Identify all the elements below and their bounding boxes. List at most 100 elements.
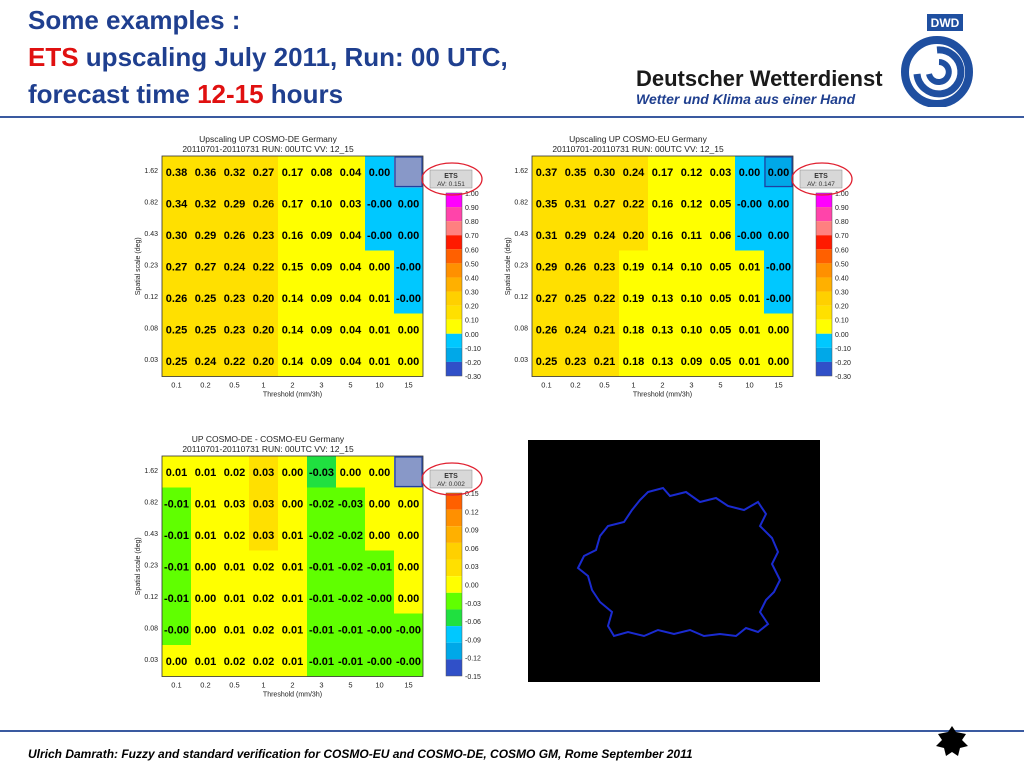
chart-1-value-label: 0.00 [768,230,789,242]
chart-2-cell [394,582,423,614]
chart-0-cell [191,313,220,345]
chart-1-value-label: 0.16 [652,198,673,210]
chart-1-value-label: 0.01 [739,324,760,336]
chart-1-cell [677,187,706,219]
chart-1-value-label: 0.29 [536,261,557,273]
chart-0-cell [191,345,220,377]
chart-2-value-label: 0.00 [369,498,390,510]
chart-0-x-tick: 0.5 [229,381,239,390]
chart-1-cell [648,187,677,219]
chart-2-value-label: 0.02 [224,656,245,668]
chart-0-cell [394,156,423,188]
chart-1-x-tick: 10 [745,381,753,390]
chart-0-cell [220,345,249,377]
chart-1-cell [764,187,793,219]
chart-2-colorbar-swatch [446,576,462,593]
chart-0-value-label: 0.27 [195,261,216,273]
chart-2-cell [278,645,307,677]
chart-2-cell [278,582,307,614]
chart-2-cell [249,645,278,677]
chart-1-cell [619,219,648,251]
chart-2-value-label: 0.00 [398,530,419,542]
chart-2-value-label: 0.03 [253,498,274,510]
chart-1-cell [561,282,590,314]
chart-0-cell [249,219,278,251]
chart-1-colorbar-swatch [816,235,832,250]
dwd-slogan: Wetter und Klima aus einer Hand [636,91,856,107]
chart-1-colorbar-tick: 0.00 [835,332,849,339]
chart-0-cell [249,313,278,345]
chart-1-cell [561,219,590,251]
chart-2-colorbar-tick: 0.00 [465,583,479,590]
chart-2-colorbar-tick: -0.09 [465,637,481,644]
chart-2-value-label: -0.01 [309,593,334,605]
chart-2-value-label: 0.00 [195,561,216,573]
chart-1-cell [735,250,764,282]
chart-0-cell [162,156,191,188]
chart-0-colorbar-tick: 0.40 [465,275,479,282]
chart-0-value-label: 0.25 [166,324,187,336]
chart-2-y-tick: 0.03 [144,657,158,664]
chart-2-value-label: -0.02 [309,498,334,510]
chart-1-highlight-box [764,156,793,188]
chart-1-value-label: 0.05 [710,261,731,273]
chart-2-cell [336,519,365,551]
chart-2-colorbar-tick: -0.12 [465,656,481,663]
chart-1-y-tick: 0.03 [514,357,528,364]
chart-1-value-label: 0.37 [536,167,557,179]
chart-1-value-label: 0.27 [594,198,615,210]
chart-0-cell [394,187,423,219]
chart-0-ets-value: AV: 0.151 [437,181,465,188]
chart-1-cell [764,282,793,314]
chart-1-x-tick: 5 [718,381,722,390]
chart-0-value-label: -0.00 [396,261,421,273]
chart-2-value-label: 0.01 [195,656,216,668]
chart-0-colorbar-tick: 0.60 [465,247,479,254]
chart-0-colorbar-tick: 0.20 [465,304,479,311]
chart-0-cell [336,250,365,282]
chart-2-value-label: -0.03 [309,467,334,479]
chart-0-value-label: 0.26 [224,230,245,242]
chart-2-subtitle: 20110701-20110731 RUN: 00UTC VV: 12_15 [182,444,354,454]
chart-0-colorbar-tick: 0.70 [465,233,479,240]
chart-1-cell [590,156,619,188]
chart-2-value-label: -0.00 [367,624,392,636]
chart-0-cell [162,313,191,345]
chart-1-cell [677,250,706,282]
chart-1-value-label: 0.12 [681,198,702,210]
heatmap-cosmo-eu: Upscaling UP COSMO-EU Germany20110701-20… [505,134,853,399]
chart-1-title: Upscaling UP COSMO-EU Germany [569,134,708,144]
chart-0-cell [278,156,307,188]
chart-2-cell [307,582,336,614]
chart-1-cell [561,156,590,188]
chart-1-value-label: 0.22 [623,198,644,210]
chart-0-cell [191,250,220,282]
chart-2-frame [161,455,424,677]
chart-1-y-tick: 0.12 [514,294,528,301]
chart-0-colorbar-swatch [446,221,462,236]
chart-1-value-label: 0.11 [681,230,702,242]
chart-2-x-tick: 0.1 [171,681,181,690]
chart-2-cell [278,550,307,582]
chart-2-value-label: 0.00 [166,656,187,668]
chart-1-cell [532,313,561,345]
chart-1-cell [677,345,706,377]
chart-1-cell [532,345,561,377]
chart-0-value-label: 0.04 [340,261,362,273]
chart-0-colorbar-tick: 0.10 [465,318,479,325]
chart-2-value-label: -0.01 [309,624,334,636]
chart-1-cell [619,250,648,282]
chart-2-cell [191,487,220,519]
chart-0-cell [278,219,307,251]
chart-1-cell [619,345,648,377]
chart-2-x-tick: 0.5 [229,681,239,690]
chart-1-colorbar-swatch [816,263,832,278]
chart-1-subtitle: 20110701-20110731 RUN: 00UTC VV: 12_15 [552,144,724,154]
chart-2-value-label: 0.02 [253,561,274,573]
chart-1-value-label: 0.20 [623,230,644,242]
chart-2-value-label: 0.00 [282,467,303,479]
chart-1-colorbar-tick: 0.50 [835,261,849,268]
chart-0-cell [336,156,365,188]
chart-0-value-label: -0.00 [367,198,392,210]
chart-2-value-label: -0.02 [309,530,334,542]
